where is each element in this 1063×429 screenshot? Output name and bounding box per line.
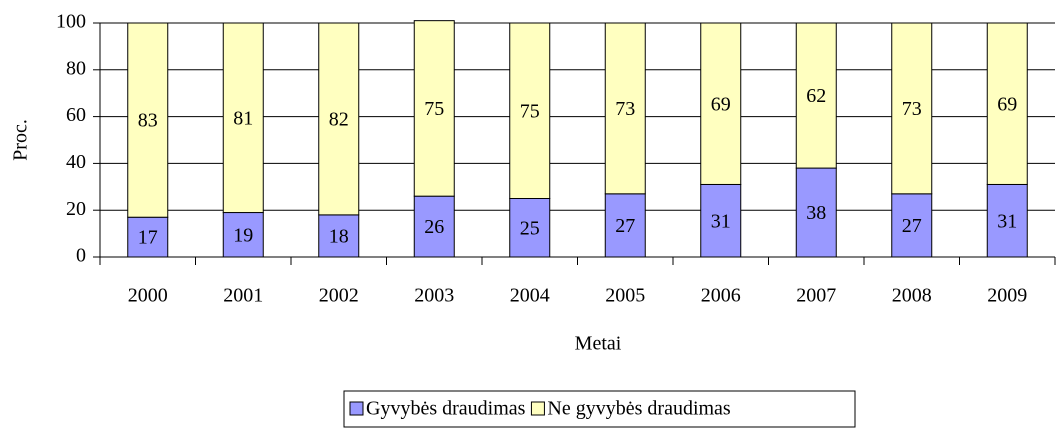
data-label: 25 xyxy=(520,217,540,239)
data-label: 83 xyxy=(138,110,158,132)
legend-swatch xyxy=(349,401,364,416)
bar-segment xyxy=(986,22,1028,185)
bar-segment xyxy=(986,183,1028,258)
y-tick-label: 40 xyxy=(66,151,86,173)
bar-segment xyxy=(700,183,742,258)
x-tick-label: 2000 xyxy=(128,285,168,307)
data-label: 26 xyxy=(424,216,444,238)
data-label: 38 xyxy=(806,202,826,224)
data-label: 81 xyxy=(233,107,253,129)
bar-segment xyxy=(413,195,455,258)
y-tick-label: 100 xyxy=(56,11,86,33)
data-label: 73 xyxy=(615,98,635,120)
data-label: 17 xyxy=(138,227,158,249)
y-tick-label: 80 xyxy=(66,57,86,79)
data-label: 75 xyxy=(424,98,444,120)
y-tick-label: 20 xyxy=(66,198,86,220)
bar-segment xyxy=(222,22,264,214)
data-label: 82 xyxy=(329,109,349,131)
x-tick-label: 2008 xyxy=(892,285,932,307)
x-tick-label: 2006 xyxy=(701,285,741,307)
bar-segment xyxy=(795,167,837,258)
x-tick-label: 2002 xyxy=(319,285,359,307)
x-tick-label: 2007 xyxy=(796,285,836,307)
data-label: 62 xyxy=(806,85,826,107)
data-label: 69 xyxy=(711,93,731,115)
y-tick-label: 0 xyxy=(76,245,86,267)
data-label: 27 xyxy=(902,215,922,237)
bar-segment xyxy=(509,198,551,258)
bar-segment xyxy=(891,193,933,258)
y-tick-label: 60 xyxy=(66,104,86,126)
legend-label: Ne gyvybės draudimas xyxy=(547,398,731,420)
bar-segment xyxy=(127,22,169,218)
x-tick-label: 2003 xyxy=(414,285,454,307)
bar-segment xyxy=(413,20,455,197)
x-tick-label: 2005 xyxy=(605,285,645,307)
bar-segment xyxy=(795,22,837,169)
data-label: 31 xyxy=(711,210,731,232)
bar-segment xyxy=(700,22,742,185)
data-label: 75 xyxy=(520,100,540,122)
data-label: 18 xyxy=(329,226,349,248)
legend-swatch xyxy=(530,401,545,416)
bar-segment xyxy=(318,22,360,216)
bar-segment xyxy=(509,22,551,199)
legend-label: Gyvybės draudimas xyxy=(366,398,526,420)
x-tick-label: 2004 xyxy=(510,285,550,307)
data-label: 31 xyxy=(997,210,1017,232)
legend-box xyxy=(343,390,856,428)
y-axis-label: Proc. xyxy=(10,119,32,161)
bar-segment xyxy=(127,216,169,258)
bar-segment xyxy=(604,22,646,195)
bar-segment xyxy=(891,22,933,195)
x-tick-label: 2001 xyxy=(223,285,263,307)
data-label: 27 xyxy=(615,215,635,237)
x-axis-label: Metai xyxy=(575,333,622,355)
data-label: 69 xyxy=(997,93,1017,115)
x-tick-label: 2009 xyxy=(987,285,1027,307)
data-label: 19 xyxy=(233,224,253,246)
data-label: 73 xyxy=(902,98,922,120)
